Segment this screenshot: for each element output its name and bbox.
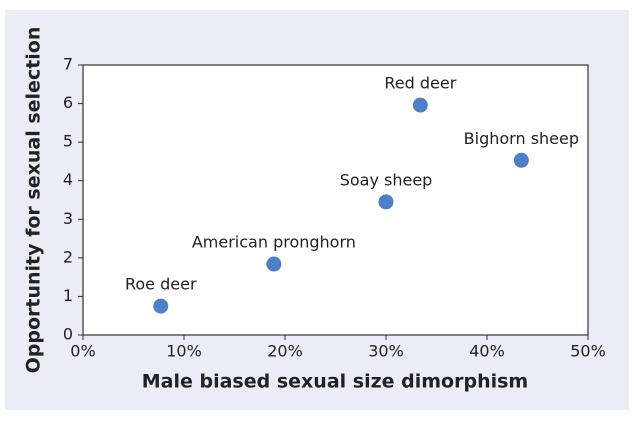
point-label: Red deer xyxy=(384,74,456,93)
x-tick-label: 30% xyxy=(368,342,404,361)
point xyxy=(412,97,428,113)
y-tick-label: 6 xyxy=(63,93,73,112)
x-tick-label: 40% xyxy=(469,342,505,361)
y-tick-label: 0 xyxy=(63,325,73,344)
point xyxy=(266,256,282,272)
x-tick-label: 50% xyxy=(570,342,606,361)
point xyxy=(378,194,394,210)
y-tick-label: 1 xyxy=(63,286,73,305)
x-axis-title: Male biased sexual size dimorphism xyxy=(142,371,528,393)
y-tick-label: 5 xyxy=(63,132,73,151)
point-label: Bighorn sheep xyxy=(464,129,579,148)
point-label: Soay sheep xyxy=(340,170,433,189)
x-tick-label: 0% xyxy=(70,342,95,361)
y-tick-label: 3 xyxy=(63,209,73,228)
point xyxy=(153,298,169,314)
point-label: American pronghorn xyxy=(192,233,356,252)
point xyxy=(513,152,529,168)
y-tick-label: 7 xyxy=(63,55,73,74)
plot-area xyxy=(82,64,589,336)
x-tick-label: 10% xyxy=(166,342,202,361)
point-label: Roe deer xyxy=(125,275,197,294)
x-tick-label: 20% xyxy=(267,342,303,361)
y-tick-label: 2 xyxy=(63,247,73,266)
y-axis-title: Opportunity for sexual selection xyxy=(23,27,45,374)
y-tick-label: 4 xyxy=(63,170,73,189)
